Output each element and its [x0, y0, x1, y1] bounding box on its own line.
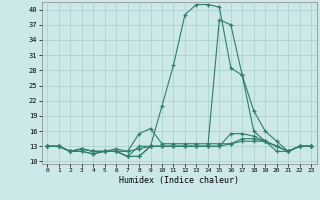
X-axis label: Humidex (Indice chaleur): Humidex (Indice chaleur): [119, 176, 239, 185]
